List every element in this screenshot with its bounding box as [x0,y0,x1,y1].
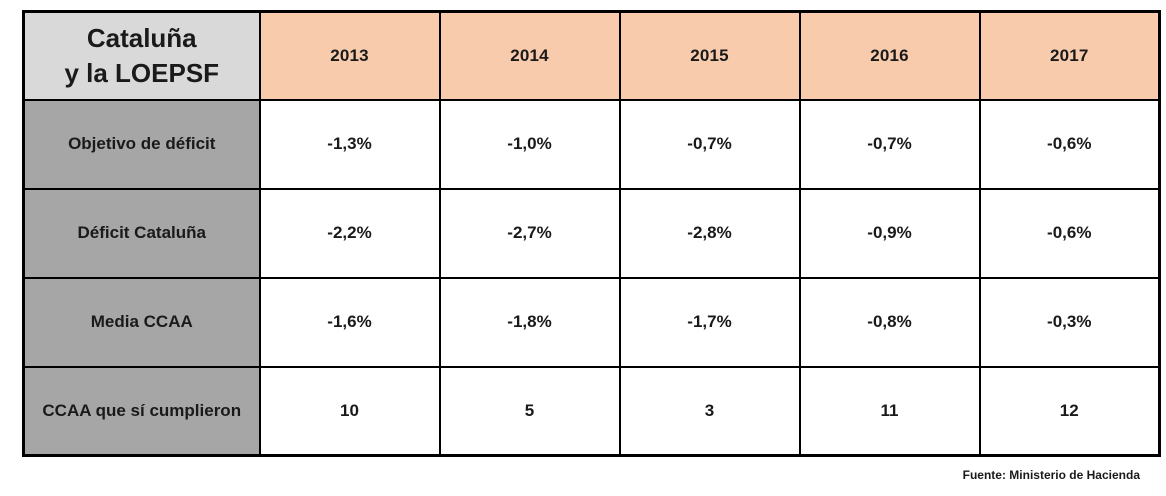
row-label-ccaa-cumplieron: CCAA que sí cumplieron [22,365,261,457]
value-cell: -1,7% [618,276,801,368]
value-cell: -1,3% [258,98,441,190]
year-header-2015: 2015 [618,10,801,101]
table-title: Cataluña y la LOEPSF [22,10,261,101]
row-label-media-ccaa: Media CCAA [22,276,261,368]
value-cell: -2,2% [258,187,441,279]
header-row: Cataluña y la LOEPSF 2013 2014 2015 2016… [22,10,1161,101]
loepsf-table: Cataluña y la LOEPSF 2013 2014 2015 2016… [22,10,1161,457]
year-header-2014: 2014 [438,10,621,101]
table-row: Déficit Cataluña -2,2% -2,7% -2,8% -0,9%… [22,187,1161,279]
row-label-objetivo-deficit: Objetivo de déficit [22,98,261,190]
value-cell: -1,8% [438,276,621,368]
value-cell: 11 [798,365,981,457]
source-note: Fuente: Ministerio de Hacienda [962,468,1140,482]
value-cell: -0,8% [798,276,981,368]
value-cell: 12 [978,365,1161,457]
row-label-deficit-cataluna: Déficit Cataluña [22,187,261,279]
table-row: Objetivo de déficit -1,3% -1,0% -0,7% -0… [22,98,1161,190]
value-cell: -0,3% [978,276,1161,368]
value-cell: -0,9% [798,187,981,279]
value-cell: -0,6% [978,187,1161,279]
value-cell: 5 [438,365,621,457]
value-cell: 10 [258,365,441,457]
value-cell: -2,8% [618,187,801,279]
table-title-line2: y la LOEPSF [64,57,220,88]
table-row: CCAA que sí cumplieron 10 5 3 11 12 [22,365,1161,457]
value-cell: -0,7% [618,98,801,190]
value-cell: -1,6% [258,276,441,368]
value-cell: -0,6% [978,98,1161,190]
year-header-2017: 2017 [978,10,1161,101]
year-header-2013: 2013 [258,10,441,101]
value-cell: -2,7% [438,187,621,279]
value-cell: 3 [618,365,801,457]
table-row: Media CCAA -1,6% -1,8% -1,7% -0,8% -0,3% [22,276,1161,368]
year-header-2016: 2016 [798,10,981,101]
table-title-line1: Cataluña [86,22,197,53]
value-cell: -0,7% [798,98,981,190]
value-cell: -1,0% [438,98,621,190]
